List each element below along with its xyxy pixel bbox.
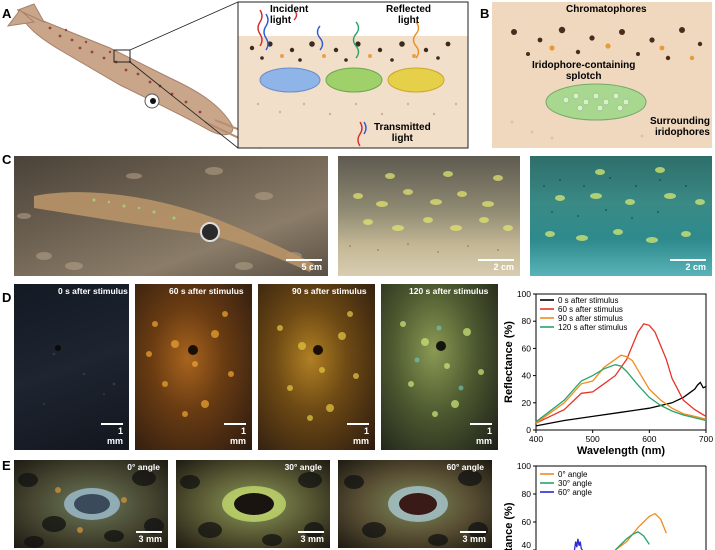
angle-60-photo: 60° angle 3 mm	[338, 460, 492, 548]
x-tick-label-1: 500	[586, 434, 600, 444]
scale-bar-1mm-0: 1 mm	[106, 426, 123, 446]
legend-label-3: 120 s after stimulus	[558, 323, 627, 332]
angle-30-label: 30° angle	[284, 462, 322, 472]
series-line-2	[535, 354, 707, 424]
angle-30-photo: 30° angle 3 mm	[176, 460, 330, 548]
y-tick-label-4: 80	[522, 316, 532, 326]
angle-0-photo: 0° angle 3 mm	[14, 460, 168, 548]
squid-photo: 5 cm	[14, 156, 328, 276]
scale-bar-1mm-1: 1 mm	[229, 426, 246, 446]
scale-bar-1mm-3: 1 mm	[475, 426, 492, 446]
series-line-1	[535, 323, 707, 424]
legend-label-1: 60 s after stimulus	[558, 305, 623, 314]
scale-bar-2cm-a: 2 cm	[493, 262, 514, 272]
x-tick-label-0: 400	[529, 434, 543, 444]
skin-photo-1: 2 cm	[338, 156, 520, 276]
chromatophore-stars	[511, 26, 703, 61]
x-axis-label: Wavelength (nm)	[577, 445, 666, 457]
panel-b-figure	[492, 2, 712, 148]
splotch-label: Iridophore-containing splotch	[532, 60, 636, 82]
panel-label-d: D	[2, 290, 12, 305]
y-tick-label-1: 20	[522, 398, 532, 408]
zoom-box	[113, 49, 131, 63]
scale-bar-2cm-b: 2 cm	[685, 262, 706, 272]
transmitted-light-label: Transmitted light	[374, 122, 431, 144]
squid-body	[34, 192, 314, 272]
inset-yellow-chromatophores	[280, 54, 416, 58]
frame-120s-label: 120 s after stimulus	[409, 286, 489, 296]
blue-iridophore	[259, 67, 321, 93]
plot-frame	[535, 293, 707, 431]
panel-label-a: A	[2, 6, 12, 21]
reflectance-chart-d: 0 20 40 60 80 100 400 500 600 700 Wavelength (nm) R…	[503, 289, 713, 457]
x-tick-label-3: 700	[699, 434, 713, 444]
angle-0-label: 0° angle	[127, 462, 160, 472]
legend-label-2: 90 s after stimulus	[558, 314, 623, 323]
green-iridophore	[325, 67, 383, 93]
e-series-line-0	[614, 512, 667, 550]
scale-bar-3mm-1: 3 mm	[300, 534, 324, 544]
panel-label-b: B	[480, 6, 490, 21]
y-tick-label-5: 100	[517, 289, 531, 299]
y-axis-label: Reflectance (%)	[503, 321, 515, 403]
squid-fin-lower	[6, 9, 36, 27]
surrounding-iridophores-label: Surrounding iridophores	[650, 116, 710, 138]
e-y-tick-label-0: 40	[522, 540, 532, 550]
e-y-tick-label-2: 80	[522, 489, 532, 499]
frame-120s: 120 s after stimulus 1 mm	[381, 284, 498, 450]
frame-0s: 0 s after stimulus 1 mm	[14, 284, 129, 450]
y-tick-label-0: 0	[526, 425, 531, 435]
e-legend-label-0: 0° angle	[558, 470, 588, 479]
skin-photo-2: 2 cm	[530, 156, 712, 276]
series-line-3	[535, 364, 707, 423]
frame-60s: 60 s after stimulus 1 mm	[135, 284, 252, 450]
frame-90s-label: 90 s after stimulus	[292, 286, 367, 296]
frame-60s-label: 60 s after stimulus	[169, 286, 244, 296]
inset-dermis-dots	[256, 102, 458, 116]
legend-label-0: 0 s after stimulus	[558, 296, 618, 305]
y-tick-label-2: 40	[522, 371, 532, 381]
squid-photo-eye	[200, 222, 220, 242]
frame-0s-label: 0 s after stimulus	[58, 286, 128, 296]
frame-90s: 90 s after stimulus 1 mm	[258, 284, 375, 450]
panel-label-e: E	[2, 458, 11, 473]
e-series-line-2	[573, 538, 583, 550]
panel-a-figure	[6, 1, 469, 149]
panel-label-c: C	[2, 152, 12, 167]
y-tick-label-3: 60	[522, 343, 532, 353]
squid-spots	[48, 26, 202, 114]
e-legend-label-1: 30° angle	[558, 479, 592, 488]
reflected-light-label: Reflected light	[386, 4, 432, 26]
e-y-tick-label-1: 60	[522, 517, 532, 527]
e-y-tick-label-3: 100	[517, 461, 531, 471]
squid-fin	[16, 3, 46, 24]
x-tick-label-2: 600	[642, 434, 656, 444]
scale-bar-1mm-2: 1 mm	[352, 426, 369, 446]
inset-chromatophores	[249, 41, 451, 62]
series-line-0	[535, 381, 707, 427]
scale-bar-3mm-0: 3 mm	[138, 534, 162, 544]
scale-bar-5cm: 5 cm	[301, 262, 322, 272]
e-y-axis-label: ctance (%)	[503, 502, 515, 550]
yellow-iridophore	[387, 67, 445, 93]
chromatophores-label: Chromatophores	[566, 4, 647, 15]
angle-60-label: 60° angle	[446, 462, 484, 472]
iridophore-splotch	[545, 83, 647, 121]
e-series-line-1	[614, 531, 650, 550]
scale-bar-3mm-2: 3 mm	[462, 534, 486, 544]
incident-light-label: Incident light	[270, 4, 309, 26]
e-legend-label-2: 60° angle	[558, 488, 592, 497]
